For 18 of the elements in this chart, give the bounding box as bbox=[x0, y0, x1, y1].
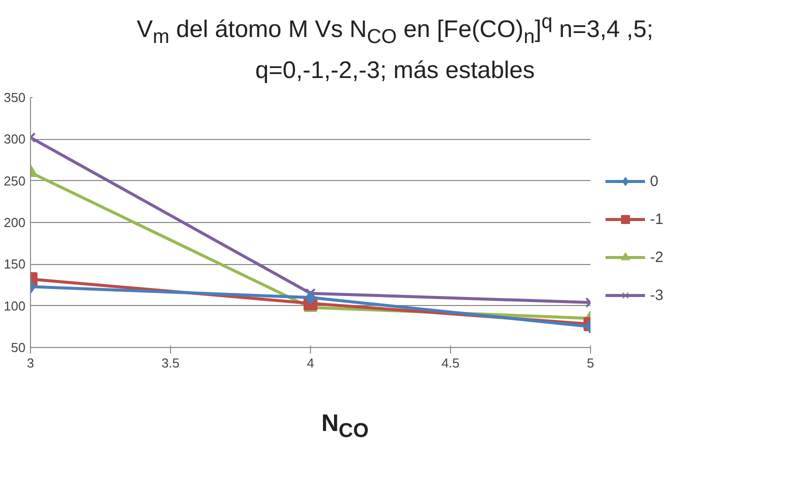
chart-title: V$_{m}$ del átomo M Vs N$_{CO}$ en [Fe(CO)$_{n}$]$^{q}$ n=3,4 ,5; q=0,-1,-2,-3; más estables bbox=[136, 11, 654, 84]
y-tick-label: 200 bbox=[4, 215, 26, 230]
x-tick-label: 4.5 bbox=[441, 356, 460, 370]
y-tick-label: 150 bbox=[4, 256, 26, 272]
y-tick-label: 100 bbox=[4, 298, 26, 314]
legend-label: -3 bbox=[650, 286, 664, 304]
x-axis-title: N$_{CO}$ bbox=[320, 409, 370, 444]
y-tick-label: 350 bbox=[4, 90, 26, 105]
y-tick-label: 250 bbox=[4, 173, 26, 188]
y-tick-label: 300 bbox=[4, 132, 26, 147]
x-tick-label: 3 bbox=[26, 356, 34, 370]
x-tick-label: 5 bbox=[586, 356, 594, 370]
x-tick-label: 3.5 bbox=[161, 356, 180, 370]
legend-label: -2 bbox=[650, 248, 664, 266]
y-tick-label: 50 bbox=[11, 340, 26, 355]
x-tick-label: 4 bbox=[306, 356, 314, 370]
legend-label: 0 bbox=[650, 172, 660, 190]
legend-label: -1 bbox=[650, 210, 664, 228]
